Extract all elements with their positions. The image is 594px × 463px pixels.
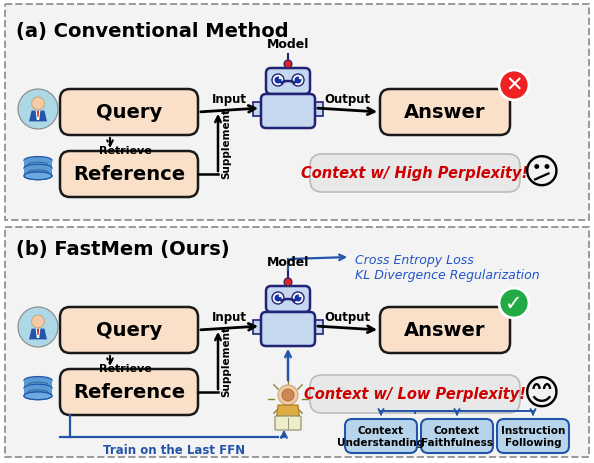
Ellipse shape [24, 377, 52, 384]
Circle shape [292, 292, 304, 304]
FancyBboxPatch shape [421, 419, 493, 453]
Polygon shape [36, 112, 40, 121]
Circle shape [299, 295, 301, 298]
Polygon shape [37, 329, 39, 335]
FancyBboxPatch shape [266, 69, 310, 95]
Text: ✓: ✓ [505, 294, 523, 313]
Bar [315, 320, 323, 334]
Ellipse shape [24, 392, 52, 400]
Circle shape [295, 295, 302, 302]
Text: Input: Input [212, 310, 247, 323]
Bar [24, 388, 52, 396]
FancyBboxPatch shape [497, 419, 569, 453]
Circle shape [295, 77, 302, 84]
Polygon shape [37, 112, 39, 118]
Ellipse shape [24, 165, 52, 173]
Circle shape [499, 288, 529, 319]
FancyBboxPatch shape [380, 90, 510, 136]
Circle shape [274, 295, 282, 302]
Text: Query: Query [96, 321, 162, 340]
Text: Train on the Last FFN: Train on the Last FFN [103, 443, 245, 456]
FancyBboxPatch shape [60, 90, 198, 136]
Text: Supplement: Supplement [221, 325, 231, 396]
Text: Retrieve: Retrieve [99, 146, 151, 156]
Ellipse shape [24, 173, 52, 180]
Circle shape [272, 292, 284, 304]
Circle shape [282, 389, 294, 401]
Text: Context w/ High Perplexity!: Context w/ High Perplexity! [301, 166, 529, 181]
FancyBboxPatch shape [60, 369, 198, 415]
Circle shape [284, 278, 292, 287]
FancyBboxPatch shape [60, 152, 198, 198]
Ellipse shape [24, 157, 52, 165]
Polygon shape [29, 112, 47, 122]
Circle shape [274, 77, 282, 84]
Bar [5, 5, 589, 220]
Bar [5, 227, 589, 457]
Text: (a) Conventional Method: (a) Conventional Method [16, 22, 289, 41]
FancyBboxPatch shape [261, 95, 315, 129]
Bar [253, 320, 261, 334]
Bar [24, 161, 52, 169]
Text: Answer: Answer [405, 103, 486, 122]
Text: Input: Input [212, 93, 247, 106]
Text: (b) FastMem (Ours): (b) FastMem (Ours) [16, 239, 230, 258]
Text: 😕: 😕 [523, 156, 561, 191]
Text: Answer: Answer [405, 321, 486, 340]
Text: Context
Understanding: Context Understanding [337, 425, 425, 447]
Bar [253, 103, 261, 117]
Polygon shape [276, 405, 300, 421]
FancyBboxPatch shape [310, 375, 520, 413]
Bar [24, 169, 52, 176]
Text: Supplement: Supplement [221, 108, 231, 179]
Circle shape [299, 78, 301, 80]
Text: Model: Model [267, 38, 309, 51]
Text: Output: Output [324, 93, 371, 106]
Polygon shape [29, 329, 47, 340]
Circle shape [279, 78, 281, 80]
Circle shape [31, 315, 45, 328]
Polygon shape [36, 329, 40, 338]
Circle shape [292, 75, 304, 87]
Circle shape [31, 98, 45, 111]
Text: Retrieve: Retrieve [99, 363, 151, 373]
Ellipse shape [24, 173, 52, 180]
Text: Model: Model [267, 256, 309, 269]
Ellipse shape [24, 392, 52, 400]
Circle shape [499, 71, 529, 101]
FancyBboxPatch shape [60, 307, 198, 353]
Text: Context
Faithfulness: Context Faithfulness [421, 425, 493, 447]
Text: KL Divergence Regularization: KL Divergence Regularization [355, 269, 539, 282]
Text: 😊: 😊 [523, 377, 561, 411]
Text: Reference: Reference [73, 165, 185, 184]
Bar [24, 381, 52, 388]
Circle shape [279, 295, 281, 298]
Circle shape [278, 385, 298, 405]
Circle shape [272, 75, 284, 87]
Text: Cross Entropy Loss: Cross Entropy Loss [355, 253, 474, 266]
Circle shape [18, 90, 58, 130]
Text: Instruction
Following: Instruction Following [501, 425, 565, 447]
FancyBboxPatch shape [266, 287, 310, 313]
Circle shape [284, 61, 292, 69]
FancyBboxPatch shape [275, 416, 301, 430]
Text: ✕: ✕ [505, 76, 523, 96]
Ellipse shape [24, 384, 52, 392]
FancyBboxPatch shape [261, 313, 315, 346]
Text: Query: Query [96, 103, 162, 122]
Text: Output: Output [324, 310, 371, 323]
FancyBboxPatch shape [380, 307, 510, 353]
FancyBboxPatch shape [345, 419, 417, 453]
Bar [315, 103, 323, 117]
Text: Context w/ Low Perplexity!: Context w/ Low Perplexity! [304, 387, 526, 401]
Text: Reference: Reference [73, 383, 185, 401]
FancyBboxPatch shape [310, 155, 520, 193]
Circle shape [18, 307, 58, 347]
